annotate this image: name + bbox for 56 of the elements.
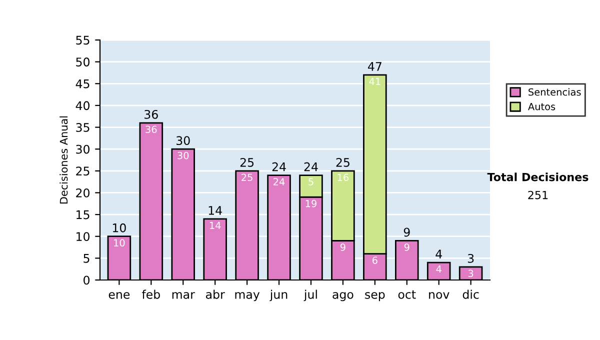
data-label: 41 (369, 78, 380, 85)
y-tick-label: 45 (76, 80, 90, 88)
data-label: 6 (372, 256, 378, 264)
data-label: 25 (242, 174, 252, 182)
data-label: 3 (468, 270, 474, 278)
y-tick-label: 50 (76, 58, 90, 66)
y-tick-label: 5 (84, 254, 90, 263)
data-label: 4 (436, 265, 442, 273)
x-tick-label: ago (332, 292, 354, 302)
data-label: 16 (338, 174, 349, 182)
data-label: 30 (178, 152, 189, 160)
total-label: 4 (436, 250, 442, 258)
x-tick-label: sep (365, 292, 385, 302)
x-tick-label: oct (398, 290, 416, 299)
annotation: Total Decisiones (487, 172, 588, 182)
x-tick-label: jun (270, 290, 288, 302)
data-label: 14 (210, 222, 221, 229)
data-label: 24 (274, 178, 285, 186)
total-label: 9 (404, 228, 410, 237)
y-tick-label: 0 (84, 276, 90, 285)
x-tick-label: feb (142, 290, 160, 299)
y-tick-label: 55 (76, 36, 90, 45)
total-label: 47 (368, 62, 382, 71)
x-tick-label: may (235, 292, 260, 302)
data-label: 5 (308, 178, 314, 186)
x-tick-label: nov (429, 292, 450, 299)
total-label: 36 (144, 110, 158, 119)
total-label: 24 (304, 162, 318, 172)
data-label: 10 (114, 239, 125, 247)
total-label: 25 (336, 158, 350, 167)
data-label: 9 (404, 244, 410, 251)
legend-label: Sentencias (528, 88, 581, 96)
total-label: 24 (272, 162, 286, 172)
y-tick-label: 25 (76, 166, 90, 176)
data-label: 36 (146, 126, 157, 134)
total-label: 25 (240, 158, 254, 167)
y-tick-label: 15 (76, 210, 90, 220)
data-label: 9 (340, 244, 346, 251)
y-tick-label: 20 (76, 188, 90, 198)
x-tick-label: ene (108, 292, 130, 299)
x-tick-label: abr (206, 290, 225, 299)
y-axis-title: Decisiones Anual (60, 116, 68, 204)
text: 251 (528, 190, 548, 200)
total-label: 10 (112, 223, 126, 232)
legend-label: Autos (528, 103, 556, 110)
x-tick-label: jul (304, 290, 317, 302)
data-label: 19 (306, 200, 316, 208)
y-tick-label: 30 (76, 144, 90, 154)
x-tick-label: mar (172, 292, 195, 299)
total-label: 30 (176, 136, 190, 146)
y-tick-label: 10 (76, 232, 90, 242)
x-tick-label: dic (462, 290, 479, 299)
y-tick-label: 40 (76, 101, 90, 110)
total-label: 14 (208, 206, 222, 215)
y-tick-label: 35 (76, 122, 90, 132)
total-label: 3 (468, 254, 474, 263)
